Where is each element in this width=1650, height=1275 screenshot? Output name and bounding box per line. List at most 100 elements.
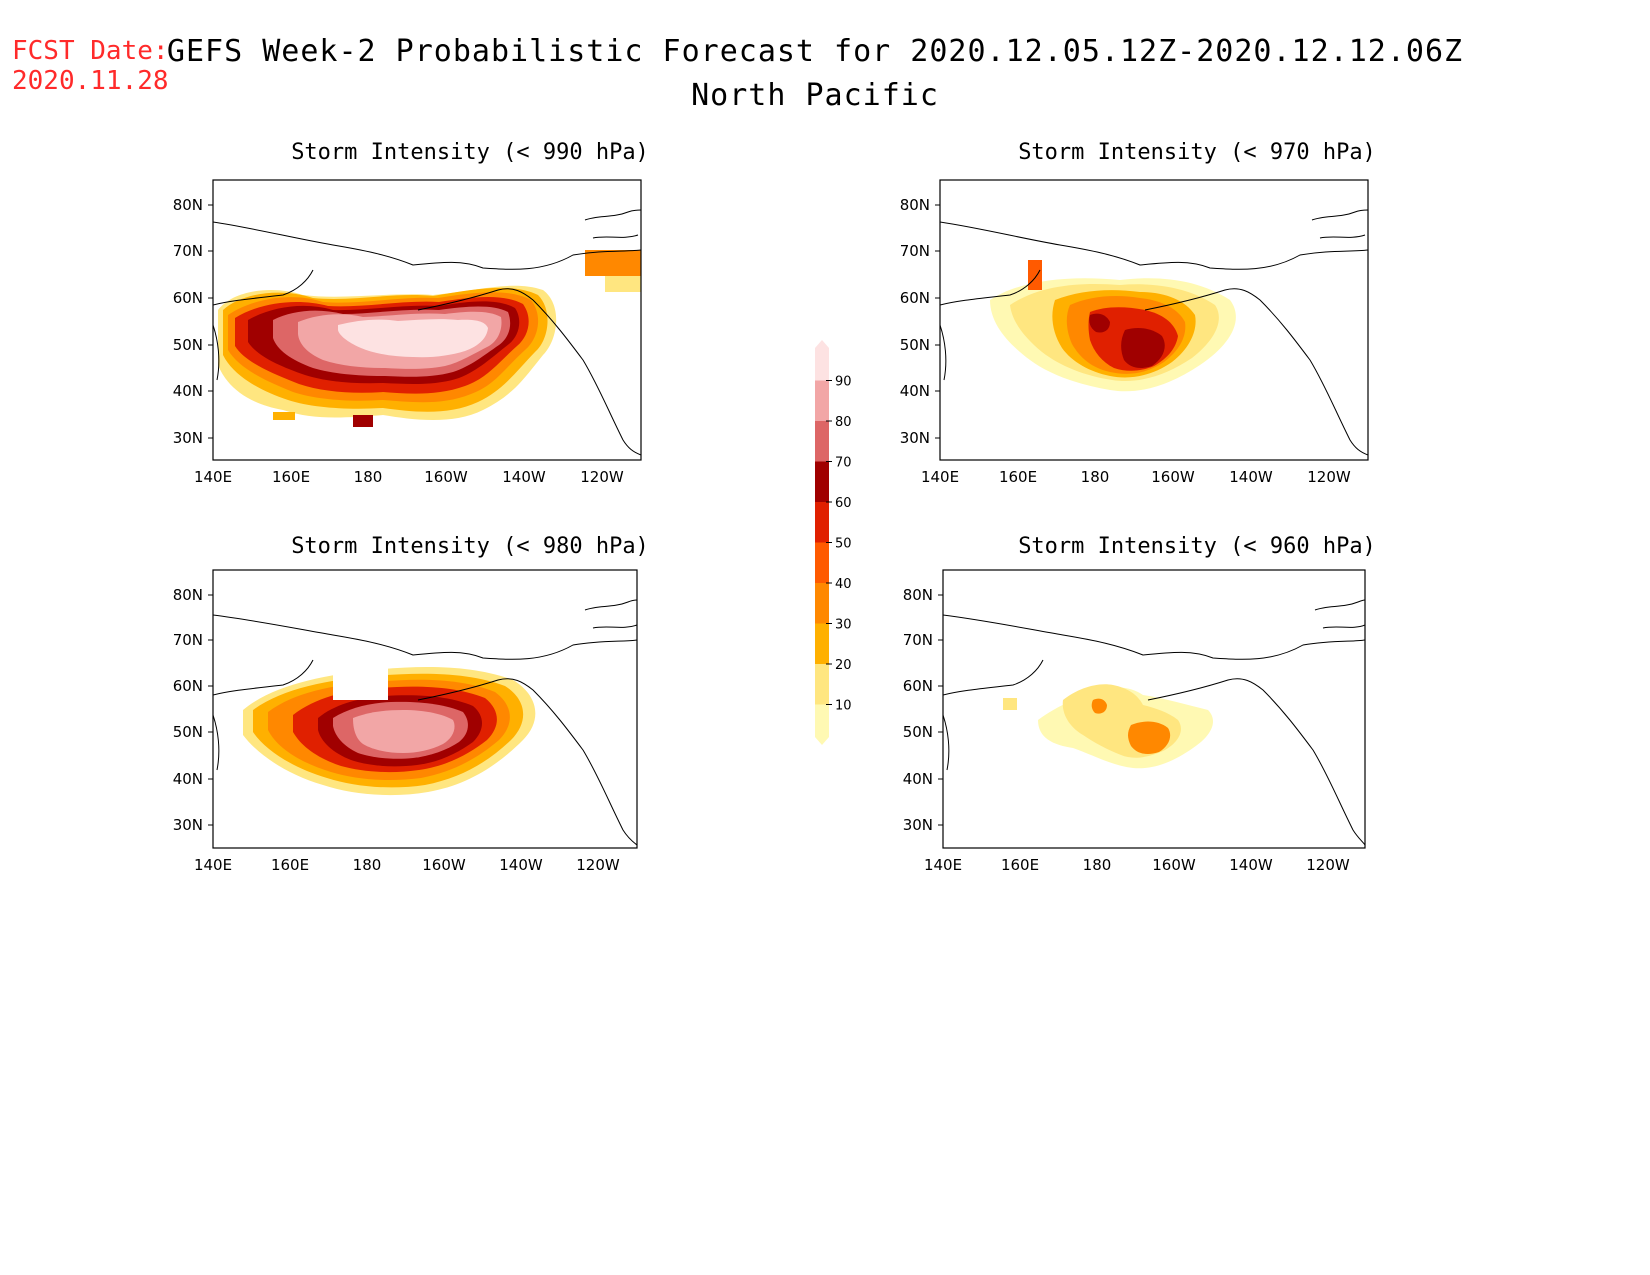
lon-label: 120W xyxy=(580,468,624,486)
colorbar-segment xyxy=(815,664,829,705)
coastlines xyxy=(940,209,1368,456)
lat-label: 40N xyxy=(173,382,203,400)
probability-shading xyxy=(990,260,1236,392)
lon-ticks: 140E 160E 180 160W 140W 120W xyxy=(194,856,620,874)
lat-ticks: 80N 70N 60N 50N 40N 30N xyxy=(903,586,943,834)
lat-label: 50N xyxy=(900,336,930,354)
lon-label: 180 xyxy=(354,468,383,486)
lat-label: 30N xyxy=(173,816,203,834)
colorbar-label: 70 xyxy=(835,456,852,471)
lon-label: 120W xyxy=(576,856,620,874)
lon-label: 160E xyxy=(272,468,310,486)
lat-label: 50N xyxy=(173,723,203,741)
lat-label: 40N xyxy=(173,770,203,788)
colorbar-label: 10 xyxy=(835,699,852,714)
lon-label: 160W xyxy=(422,856,466,874)
colorbar-segment xyxy=(815,461,829,502)
colorbar-segment xyxy=(815,502,829,543)
coastlines xyxy=(213,209,641,456)
colorbar-label: 90 xyxy=(835,375,852,390)
lon-label: 140W xyxy=(502,468,546,486)
lat-label: 30N xyxy=(173,429,203,447)
lat-ticks: 80N 70N 60N 50N 40N 30N xyxy=(900,196,940,447)
probability-shading xyxy=(218,250,641,427)
lat-label: 30N xyxy=(900,429,930,447)
colorbar-segment xyxy=(815,623,829,664)
lon-label: 160W xyxy=(1151,468,1195,486)
lon-label: 160E xyxy=(271,856,309,874)
panel-970: Storm Intensity (< 970 hPa) xyxy=(897,140,1497,520)
lon-label: 140W xyxy=(1229,468,1273,486)
lon-label: 140E xyxy=(924,856,962,874)
lat-label: 40N xyxy=(900,382,930,400)
panel-title: Storm Intensity (< 960 hPa) xyxy=(1018,534,1376,559)
lat-label: 50N xyxy=(173,336,203,354)
lon-ticks: 140E 160E 180 160W 140W 120W xyxy=(921,468,1351,486)
map-960: 80N 70N 60N 50N 40N 30N 140E 160E 180 16… xyxy=(903,569,1366,874)
lon-label: 180 xyxy=(353,856,382,874)
panel-title: Storm Intensity (< 980 hPa) xyxy=(291,534,649,559)
lat-label: 80N xyxy=(173,586,203,604)
panel-990: Storm Intensity (< 990 hPa) xyxy=(170,140,770,520)
lon-label: 140E xyxy=(921,468,959,486)
panel-title: Storm Intensity (< 970 hPa) xyxy=(1018,140,1376,165)
lat-label: 40N xyxy=(903,770,933,788)
colorbar-label: 50 xyxy=(835,537,852,552)
map-990: 80N 70N 60N 50N 40N 30N 140E 160E 180 16… xyxy=(173,179,642,486)
lon-label: 140W xyxy=(1229,856,1273,874)
colorbar-segment xyxy=(815,340,829,381)
lat-label: 70N xyxy=(173,242,203,260)
lat-label: 80N xyxy=(900,196,930,214)
panel-980: Storm Intensity (< 980 hPa) xyxy=(170,534,770,914)
colorbar-segment xyxy=(815,542,829,583)
lon-label: 160E xyxy=(999,468,1037,486)
lat-label: 80N xyxy=(903,586,933,604)
page-title: GEFS Week-2 Probabilistic Forecast for 2… xyxy=(166,34,1464,69)
lat-label: 30N xyxy=(903,816,933,834)
lon-label: 160W xyxy=(424,468,468,486)
lat-label: 70N xyxy=(903,631,933,649)
lat-ticks: 80N 70N 60N 50N 40N 30N xyxy=(173,196,213,447)
lat-label: 50N xyxy=(903,723,933,741)
colorbar-label: 20 xyxy=(835,658,852,673)
panel-title: Storm Intensity (< 990 hPa) xyxy=(291,140,649,165)
map-980: 80N 70N 60N 50N 40N 30N 140E 160E 180 16… xyxy=(173,569,638,874)
lon-ticks: 140E 160E 180 160W 140W 120W xyxy=(194,468,624,486)
lat-label: 70N xyxy=(173,631,203,649)
lat-ticks: 80N 70N 60N 50N 40N 30N xyxy=(173,586,213,834)
lon-label: 180 xyxy=(1081,468,1110,486)
lon-label: 160W xyxy=(1152,856,1196,874)
lat-label: 60N xyxy=(903,677,933,695)
lon-ticks: 140E 160E 180 160W 140W 120W xyxy=(924,856,1350,874)
lat-label: 70N xyxy=(900,242,930,260)
colorbar-label: 40 xyxy=(835,577,852,592)
colorbar: 10 20 30 40 50 60 70 80 90 xyxy=(815,340,852,745)
colorbar-segment xyxy=(815,421,829,462)
colorbar-segment xyxy=(815,704,829,745)
lat-label: 60N xyxy=(173,677,203,695)
forecast-date-label: FCST Date: xyxy=(12,36,169,66)
lat-label: 60N xyxy=(173,289,203,307)
forecast-date-value: 2020.11.28 xyxy=(12,66,169,96)
lon-label: 140E xyxy=(194,856,232,874)
lon-label: 140E xyxy=(194,468,232,486)
probability-shading xyxy=(1003,684,1213,769)
lon-label: 140W xyxy=(499,856,543,874)
colorbar-segment xyxy=(815,380,829,421)
lon-label: 180 xyxy=(1083,856,1112,874)
colorbar-label: 60 xyxy=(835,496,852,511)
coastlines xyxy=(213,599,637,846)
lon-label: 120W xyxy=(1307,468,1351,486)
coastlines xyxy=(943,599,1365,846)
panel-960: Storm Intensity (< 960 hPa) 80N xyxy=(897,534,1497,914)
page-subtitle: North Pacific xyxy=(691,78,939,113)
colorbar-segment xyxy=(815,583,829,624)
map-970: 80N 70N 60N 50N 40N 30N 140E 160E 180 16… xyxy=(900,179,1369,486)
lat-label: 80N xyxy=(173,196,203,214)
lon-label: 120W xyxy=(1306,856,1350,874)
probability-shading xyxy=(243,655,536,796)
lon-label: 160E xyxy=(1001,856,1039,874)
colorbar-label: 80 xyxy=(835,415,852,430)
colorbar-label: 30 xyxy=(835,618,852,633)
lat-label: 60N xyxy=(900,289,930,307)
